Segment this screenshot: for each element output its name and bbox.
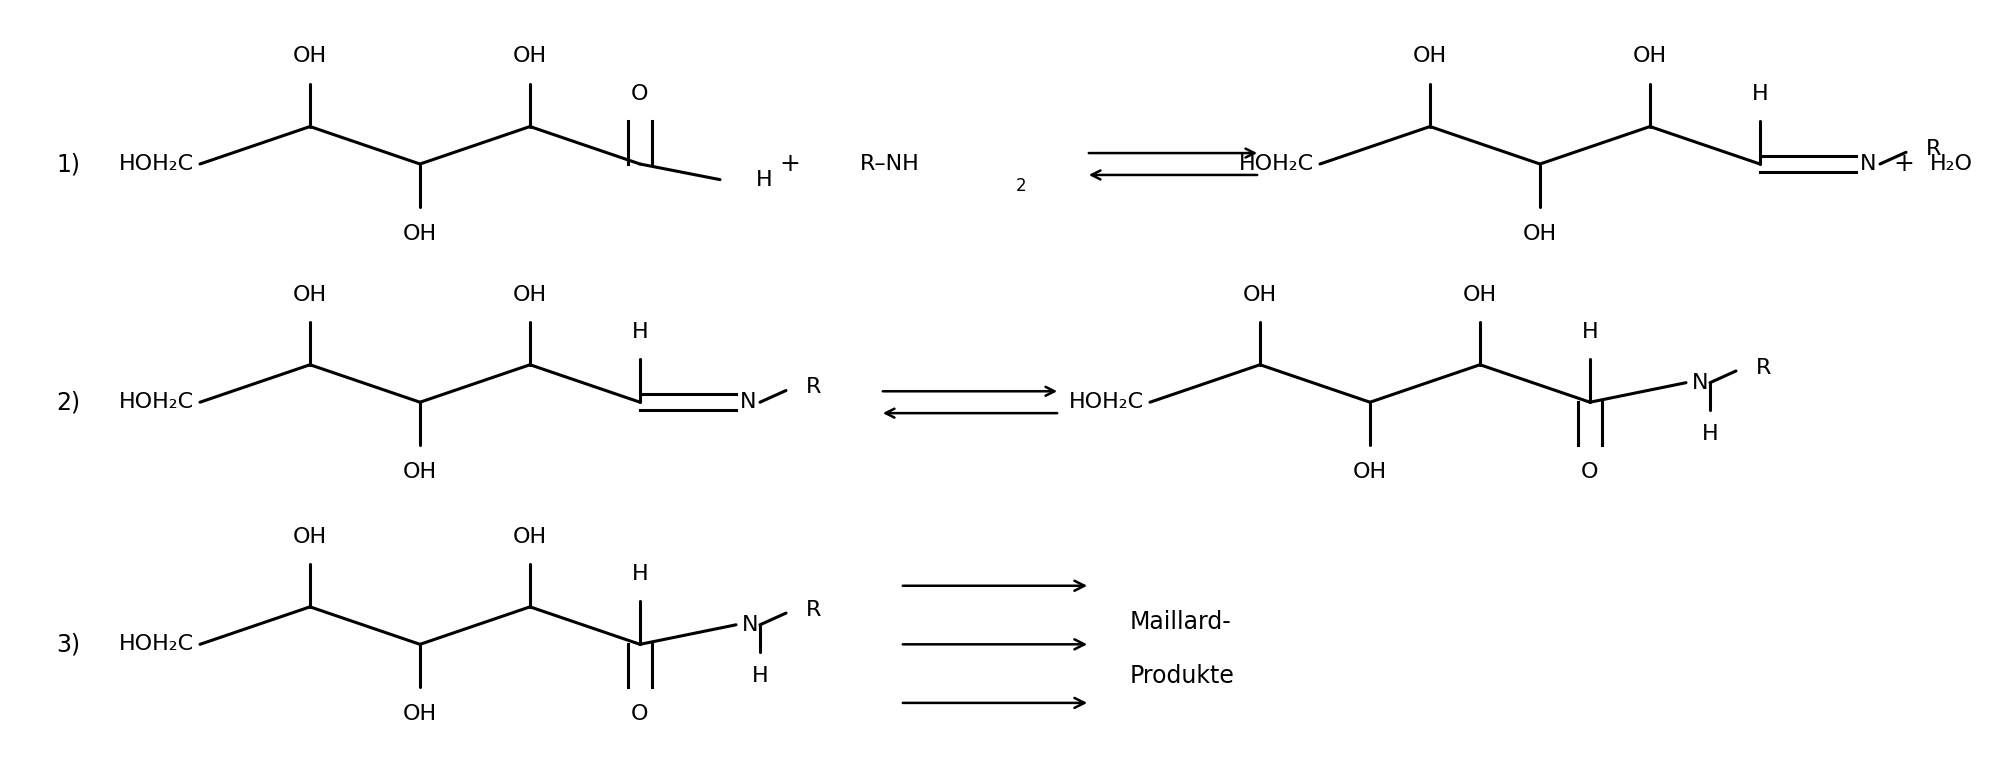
Text: HOH₂C: HOH₂C [118,392,194,412]
Text: OH: OH [402,224,438,244]
Text: N: N [1692,373,1708,393]
Text: R: R [1926,139,1942,159]
Text: R: R [806,377,822,398]
Text: H₂O: H₂O [1930,154,1972,174]
Text: OH: OH [512,46,548,66]
Text: +: + [1894,152,1914,176]
Text: O: O [632,84,648,104]
Text: H: H [1582,322,1598,342]
Text: N: N [740,392,756,412]
Text: O: O [632,704,648,725]
Text: OH: OH [512,284,548,305]
Text: H: H [632,564,648,584]
Text: +: + [780,152,800,176]
Text: 3): 3) [56,633,80,656]
Text: OH: OH [1242,284,1278,305]
Text: OH: OH [292,46,328,66]
Text: R–NH: R–NH [860,154,920,174]
Text: OH: OH [1412,46,1448,66]
Text: OH: OH [1462,284,1498,305]
Text: HOH₂C: HOH₂C [1068,392,1144,412]
Text: HOH₂C: HOH₂C [118,154,194,174]
Text: N: N [1860,154,1876,174]
Text: H: H [632,322,648,342]
Text: OH: OH [1522,224,1558,244]
Text: OH: OH [292,284,328,305]
Text: H: H [1752,84,1768,104]
Text: OH: OH [512,526,548,547]
Text: OH: OH [402,704,438,725]
Text: 2: 2 [1016,177,1026,195]
Text: O: O [1582,462,1598,483]
Text: N: N [742,615,758,635]
Text: HOH₂C: HOH₂C [1238,154,1314,174]
Text: OH: OH [1352,462,1388,483]
Text: OH: OH [1632,46,1668,66]
Text: Maillard-: Maillard- [1130,611,1232,634]
Text: H: H [756,169,772,190]
Text: R: R [1756,358,1772,378]
Text: OH: OH [292,526,328,547]
Text: R: R [806,600,822,620]
Text: H: H [1702,424,1718,444]
Text: HOH₂C: HOH₂C [118,634,194,654]
Text: Produkte: Produkte [1130,664,1234,687]
Text: 2): 2) [56,390,80,414]
Text: H: H [752,666,768,686]
Text: 1): 1) [56,152,80,176]
Text: OH: OH [402,462,438,483]
